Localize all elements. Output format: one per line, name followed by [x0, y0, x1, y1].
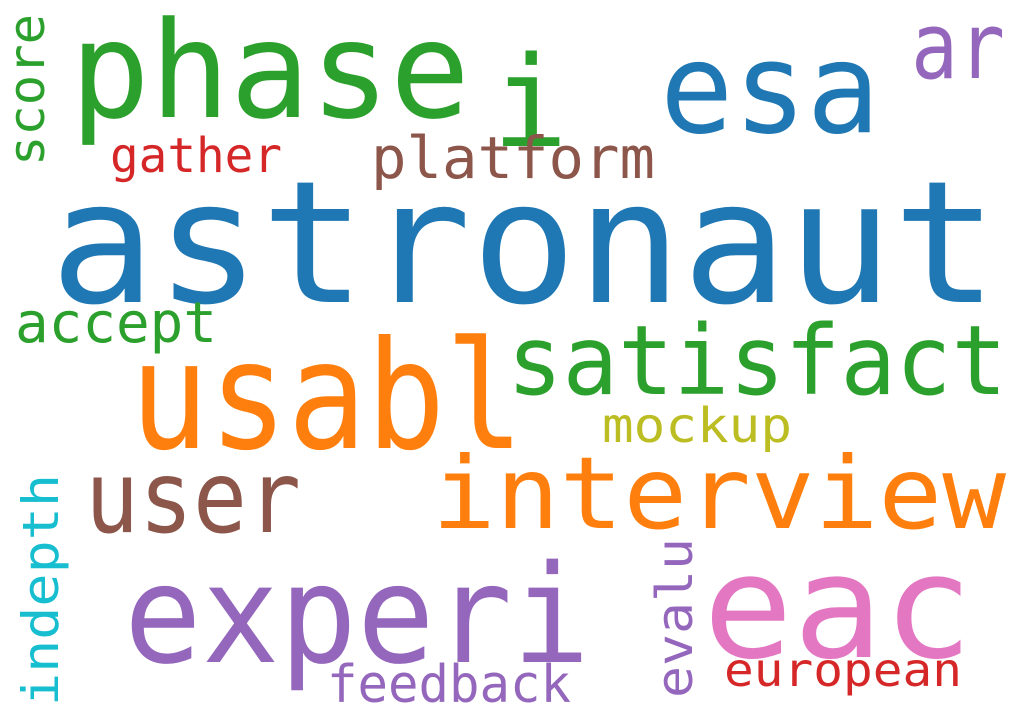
word-satisfact: satisfact	[507, 305, 1007, 417]
word-feedback: feedback	[327, 655, 571, 715]
word-esa: esa	[660, 15, 880, 162]
word-score: score	[0, 14, 56, 166]
word-eac: eac	[703, 523, 973, 691]
word-accept: accept	[15, 291, 217, 356]
word-interview: interview	[432, 435, 1007, 552]
word-phase: phase	[70, 0, 470, 149]
word-gather: gather	[110, 128, 282, 184]
word-indepth: indepth	[12, 474, 70, 706]
word-i: i	[492, 29, 568, 176]
word-astronaut: astronaut	[50, 145, 998, 343]
word-platform: platform	[371, 124, 655, 192]
word-ar: ar	[911, 0, 1005, 100]
word-mockup: mockup	[602, 398, 792, 454]
word-usabl: usabl	[130, 310, 524, 484]
word-european: european	[724, 643, 962, 697]
word-experi: experi	[124, 537, 590, 695]
word-evalu: evalu	[646, 538, 704, 698]
word-user: user	[85, 439, 301, 556]
